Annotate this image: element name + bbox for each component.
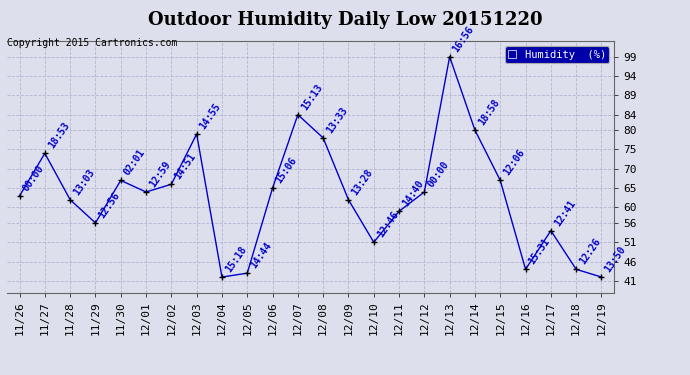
Text: 18:58: 18:58 [476, 98, 502, 128]
Text: 13:33: 13:33 [324, 105, 350, 135]
Text: 13:28: 13:28 [350, 167, 375, 197]
Text: 15:06: 15:06 [274, 156, 299, 185]
Text: 14:51: 14:51 [172, 152, 198, 182]
Text: 13:50: 13:50 [603, 244, 628, 274]
Text: 12:59: 12:59 [148, 159, 172, 189]
Text: 02:01: 02:01 [122, 148, 147, 178]
Text: 00:00: 00:00 [426, 159, 451, 189]
Text: 00:00: 00:00 [21, 163, 46, 193]
Text: 12:56: 12:56 [97, 190, 122, 220]
Text: 15:13: 15:13 [299, 82, 324, 112]
Text: 12:06: 12:06 [502, 148, 526, 178]
Text: 13:03: 13:03 [72, 167, 97, 197]
Text: 12:41: 12:41 [552, 198, 578, 228]
Text: Outdoor Humidity Daily Low 20151220: Outdoor Humidity Daily Low 20151220 [148, 11, 542, 29]
Text: 15:18: 15:18 [224, 244, 248, 274]
Text: Copyright 2015 Cartronics.com: Copyright 2015 Cartronics.com [7, 38, 177, 48]
Text: 14:44: 14:44 [248, 241, 274, 270]
Text: 12:26: 12:26 [578, 237, 602, 267]
Text: 16:56: 16:56 [451, 24, 476, 54]
Text: 14:40: 14:40 [400, 179, 426, 209]
Text: 18:53: 18:53 [46, 121, 71, 151]
Text: 14:55: 14:55 [198, 102, 223, 131]
Text: 15:31: 15:31 [527, 237, 552, 267]
Text: 12:46: 12:46 [375, 210, 400, 240]
Legend: Humidity  (%): Humidity (%) [504, 46, 609, 63]
